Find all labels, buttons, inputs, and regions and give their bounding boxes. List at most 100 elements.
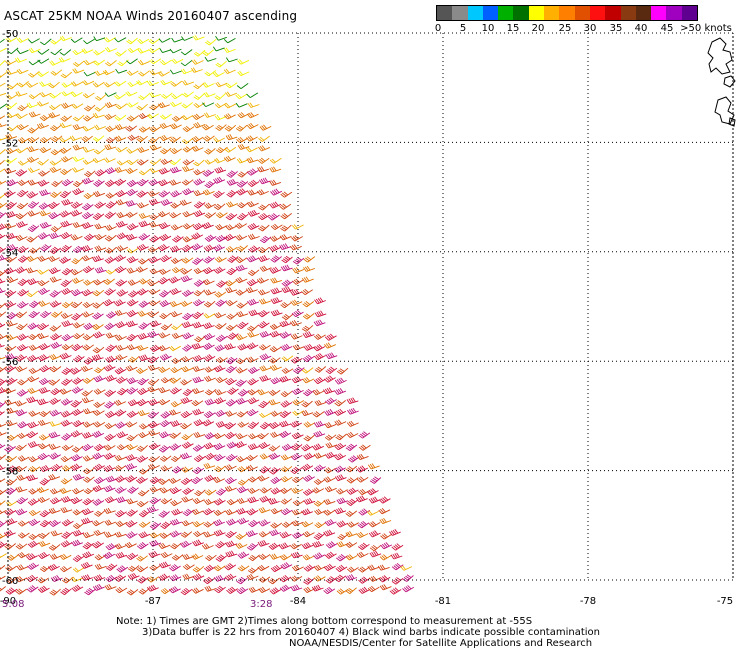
wind-barb bbox=[70, 301, 83, 309]
wind-barb bbox=[126, 434, 139, 442]
wind-barb bbox=[158, 345, 171, 352]
wind-barb bbox=[105, 192, 118, 199]
wind-barb bbox=[48, 81, 60, 89]
wind-barb bbox=[171, 115, 184, 122]
wind-barb bbox=[290, 299, 303, 306]
wind-barb bbox=[214, 312, 227, 319]
wind-barb bbox=[336, 497, 349, 505]
wind-barb bbox=[0, 168, 6, 173]
wind-barb bbox=[72, 167, 84, 173]
wind-barb bbox=[400, 565, 413, 571]
wind-barb bbox=[117, 59, 129, 67]
wind-barb bbox=[247, 397, 260, 405]
wind-barb bbox=[223, 113, 236, 120]
wind-barb bbox=[4, 543, 16, 550]
wind-barb bbox=[247, 389, 260, 396]
wind-barb bbox=[82, 497, 95, 506]
wind-barb bbox=[225, 287, 238, 294]
wind-barb bbox=[302, 331, 315, 339]
wind-barb bbox=[192, 387, 205, 395]
wind-barb bbox=[37, 551, 50, 559]
wind-barb bbox=[369, 476, 382, 484]
wind-barb bbox=[104, 389, 117, 397]
wind-barb bbox=[215, 35, 227, 41]
wind-barb bbox=[182, 344, 194, 352]
wind-barb bbox=[292, 344, 305, 351]
wind-barb bbox=[149, 213, 162, 221]
wind-barb bbox=[15, 266, 28, 274]
wind-barb bbox=[104, 113, 117, 120]
wind-barb bbox=[224, 563, 237, 571]
wind-barb bbox=[159, 561, 171, 569]
wind-barb bbox=[171, 554, 184, 561]
wind-barb bbox=[159, 419, 172, 428]
wind-barb bbox=[92, 331, 105, 339]
wind-barb bbox=[168, 586, 181, 594]
wind-barb bbox=[269, 266, 282, 274]
wind-barb bbox=[237, 170, 249, 178]
wind-barb bbox=[212, 46, 225, 52]
wind-barb bbox=[126, 37, 138, 45]
wind-barb bbox=[5, 102, 18, 110]
wind-barb bbox=[49, 588, 61, 596]
wind-barb bbox=[39, 310, 52, 319]
wind-barb bbox=[224, 421, 237, 430]
wind-barb bbox=[158, 167, 171, 175]
wind-barb bbox=[237, 497, 249, 504]
wind-barb bbox=[28, 410, 41, 417]
wind-barb bbox=[180, 452, 192, 460]
wind-barb bbox=[37, 255, 50, 262]
wind-barb bbox=[126, 179, 139, 187]
wind-barb bbox=[301, 325, 314, 332]
wind-barb bbox=[225, 365, 237, 374]
wind-barb bbox=[323, 509, 336, 516]
time-label: 3:28 bbox=[250, 599, 272, 610]
wind-barb bbox=[346, 477, 359, 484]
wind-barb bbox=[225, 91, 237, 97]
wind-barb bbox=[60, 587, 72, 596]
wind-barb bbox=[292, 278, 304, 285]
wind-barb bbox=[5, 147, 18, 154]
wind-barb bbox=[137, 59, 150, 66]
wind-barb bbox=[259, 124, 272, 131]
wind-barb bbox=[26, 146, 39, 153]
wind-barb bbox=[17, 104, 29, 112]
wind-barb bbox=[182, 211, 195, 218]
wind-barb bbox=[115, 68, 128, 74]
wind-barb bbox=[5, 353, 17, 361]
wind-barb bbox=[70, 463, 83, 471]
wind-barb bbox=[71, 277, 84, 284]
wind-barb bbox=[192, 408, 205, 416]
wind-barb bbox=[226, 170, 238, 178]
wind-barb bbox=[159, 431, 171, 439]
wind-barb bbox=[235, 334, 248, 341]
wind-barb bbox=[82, 80, 95, 86]
wind-barb bbox=[324, 333, 337, 341]
wind-barb bbox=[15, 169, 28, 177]
wind-barb bbox=[49, 452, 61, 460]
wind-barb bbox=[37, 279, 50, 287]
wind-barb bbox=[104, 422, 117, 429]
wind-barb bbox=[292, 267, 305, 274]
wind-barb bbox=[168, 276, 181, 284]
wind-barb bbox=[169, 212, 182, 219]
wind-barb bbox=[227, 387, 239, 395]
wind-barb bbox=[81, 48, 94, 54]
wind-barb bbox=[270, 277, 283, 284]
wind-barb bbox=[149, 144, 162, 151]
wind-barb bbox=[257, 432, 269, 440]
wind-barb bbox=[193, 82, 205, 90]
wind-barb bbox=[128, 355, 140, 363]
wind-barb bbox=[235, 379, 247, 387]
wind-barb bbox=[114, 531, 127, 538]
wind-barb bbox=[303, 577, 315, 585]
wind-barb bbox=[259, 298, 271, 305]
wind-barb bbox=[159, 532, 172, 539]
wind-barb bbox=[171, 323, 183, 331]
wind-barb bbox=[323, 529, 336, 537]
legend-swatch bbox=[467, 6, 483, 20]
wind-barb bbox=[279, 430, 292, 438]
wind-barb bbox=[324, 486, 337, 493]
wind-barb bbox=[237, 343, 250, 351]
wind-barb bbox=[279, 234, 292, 241]
